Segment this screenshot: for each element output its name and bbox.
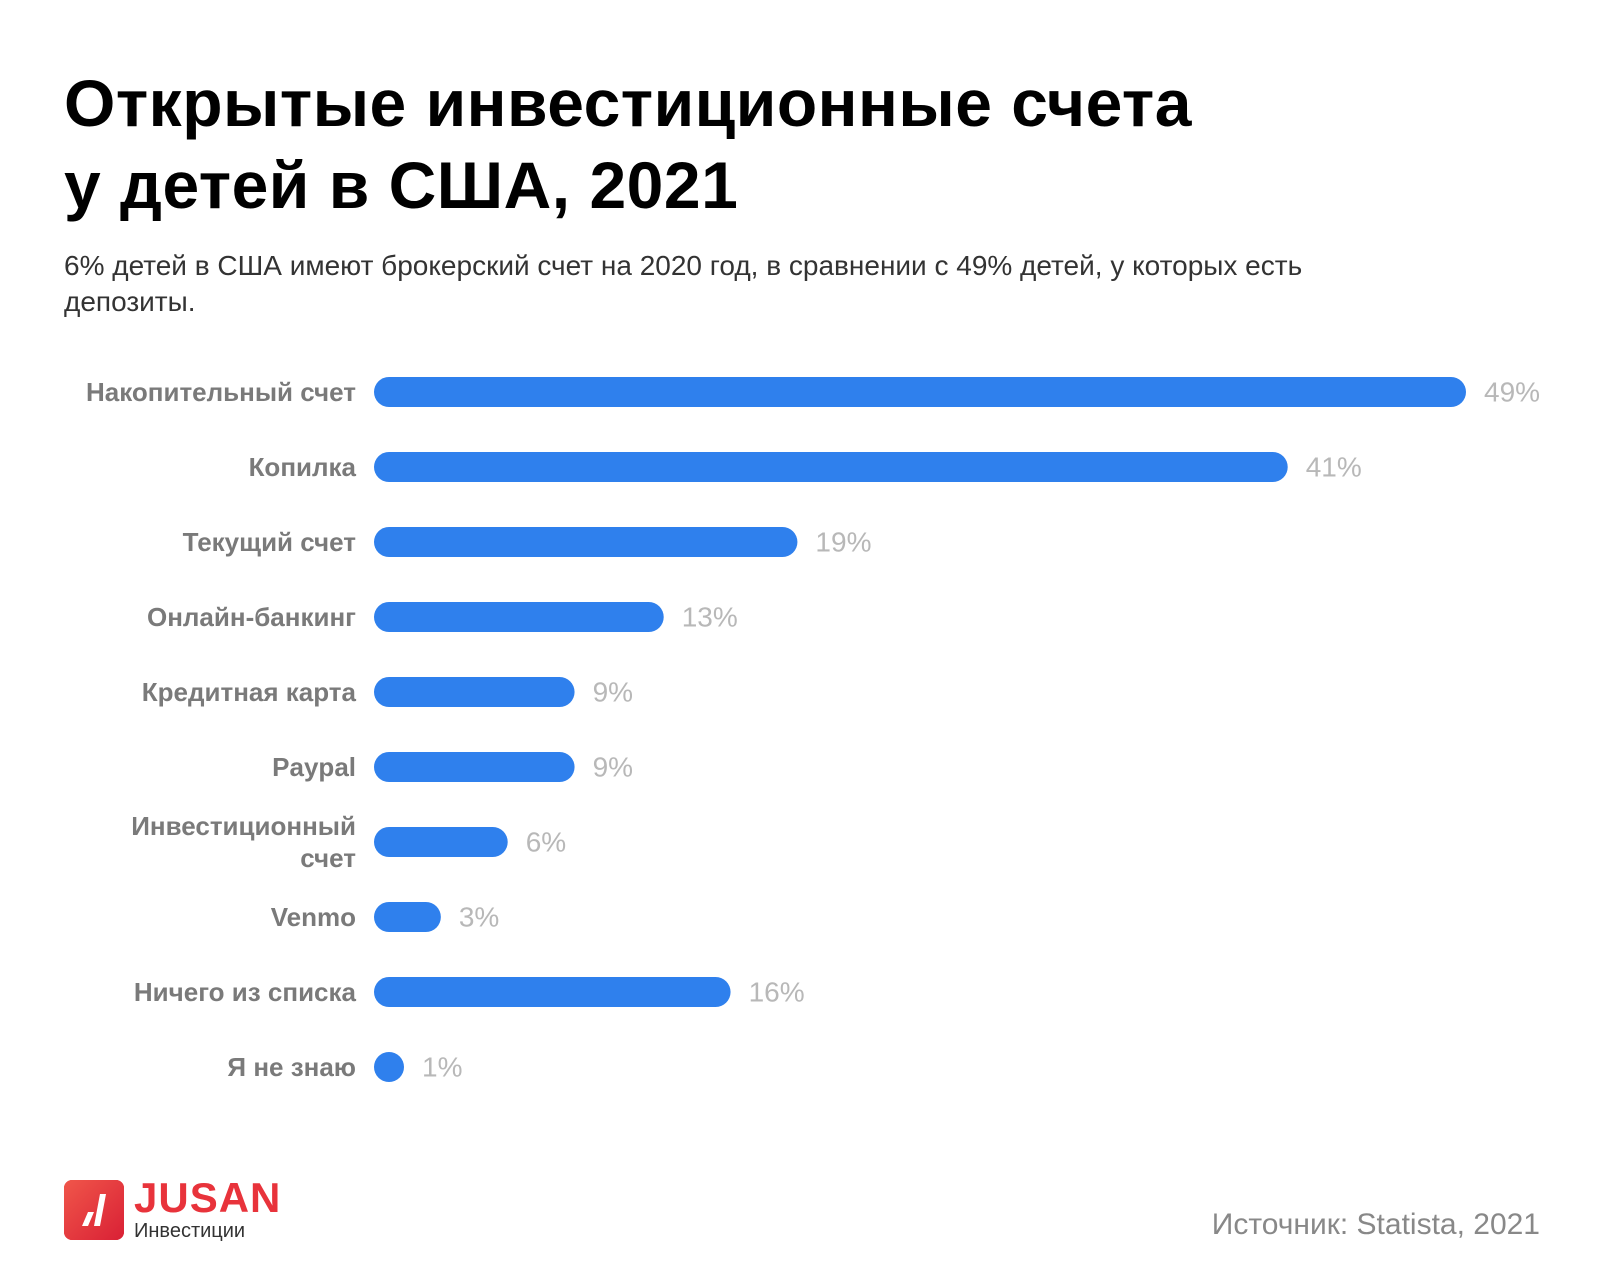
bar — [374, 977, 731, 1007]
value-label: 9% — [593, 752, 633, 783]
bar — [374, 527, 798, 557]
bar — [374, 902, 441, 932]
bar — [374, 752, 575, 782]
category-label: счет — [300, 843, 356, 873]
bar — [374, 677, 575, 707]
brand-subtitle: Инвестиции — [134, 1220, 246, 1242]
bar-row: Venmo 3% — [271, 902, 500, 933]
chart-title: Открытые инвестиционные счета у детей в … — [64, 62, 1524, 226]
bar-row: Я не знаю 1% — [227, 1052, 462, 1083]
category-label: Текущий счет — [183, 527, 357, 557]
source-note: Источник: Statista, 2021 — [1211, 1208, 1540, 1241]
value-label: 13% — [682, 602, 738, 633]
bar-row: Paypal 9% — [272, 752, 633, 783]
bar-row: Ничего из списка 16% — [134, 977, 805, 1008]
bar-row: Онлайн-банкинг 13% — [147, 602, 738, 633]
value-label: 6% — [526, 827, 566, 858]
category-label: Paypal — [272, 752, 356, 782]
bar — [374, 1052, 404, 1082]
bar — [374, 377, 1466, 407]
bar-row: Накопительный счет 49% — [86, 377, 1540, 408]
value-label: 16% — [749, 977, 805, 1008]
category-label: Копилка — [249, 452, 357, 482]
value-label: 49% — [1484, 377, 1540, 408]
category-label: Онлайн-банкинг — [147, 602, 356, 632]
value-label: 19% — [815, 527, 871, 558]
chart-title-line-1: Открытые инвестиционные счета — [64, 66, 1192, 140]
value-label: 9% — [593, 677, 633, 708]
brand-name: JUSAN — [134, 1174, 282, 1221]
bar-row: Кредитная карта 9% — [142, 677, 633, 708]
value-label: 41% — [1306, 452, 1362, 483]
chart-title-line-2: у детей в США, 2021 — [64, 148, 739, 222]
category-label: Venmo — [271, 902, 356, 932]
bar-row: Копилка 41% — [249, 452, 1362, 483]
value-label: 3% — [459, 902, 499, 933]
bar-chart: Накопительный счет 49% Копилка 41% Текущий с… — [86, 377, 1540, 1083]
category-label: Ничего из списка — [134, 977, 357, 1007]
chart-subtitle: 6% детей в США имеют брокерский счет на … — [64, 250, 1303, 317]
category-label: Я не знаю — [227, 1052, 356, 1082]
bar — [374, 827, 508, 857]
value-label: 1% — [422, 1052, 462, 1083]
bar-row: Текущий счет 19% — [183, 527, 872, 558]
bar — [374, 452, 1288, 482]
category-label: Кредитная карта — [142, 677, 357, 707]
bar — [374, 602, 664, 632]
category-label: Накопительный счет — [86, 377, 356, 407]
jusan-logo-icon — [64, 1180, 124, 1240]
category-label: Инвестиционный — [131, 811, 356, 841]
